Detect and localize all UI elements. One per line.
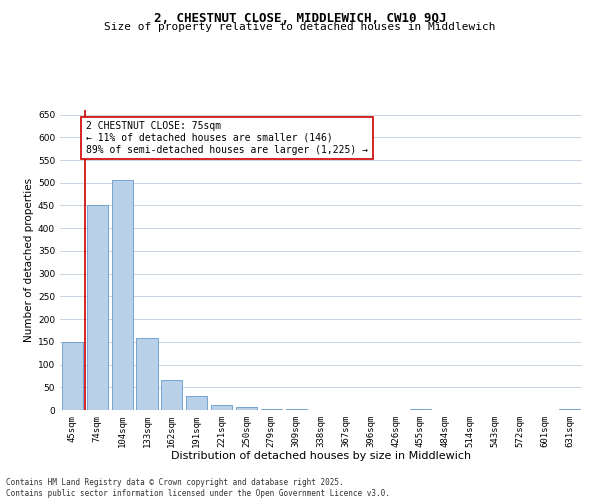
Bar: [186, 396, 207, 410]
Y-axis label: Number of detached properties: Number of detached properties: [24, 178, 34, 342]
Bar: [211, 404, 232, 410]
Bar: [161, 380, 182, 410]
Text: Size of property relative to detached houses in Middlewich: Size of property relative to detached ho…: [104, 22, 496, 32]
Bar: [236, 408, 257, 410]
X-axis label: Distribution of detached houses by size in Middlewich: Distribution of detached houses by size …: [171, 452, 471, 462]
Text: 2 CHESTNUT CLOSE: 75sqm
← 11% of detached houses are smaller (146)
89% of semi-d: 2 CHESTNUT CLOSE: 75sqm ← 11% of detache…: [86, 122, 368, 154]
Bar: [87, 206, 108, 410]
Bar: [286, 409, 307, 410]
Bar: [136, 338, 158, 410]
Text: 2, CHESTNUT CLOSE, MIDDLEWICH, CW10 9QJ: 2, CHESTNUT CLOSE, MIDDLEWICH, CW10 9QJ: [154, 12, 446, 26]
Bar: [410, 409, 431, 410]
Bar: [261, 408, 282, 410]
Bar: [62, 342, 83, 410]
Bar: [112, 180, 133, 410]
Bar: [559, 409, 580, 410]
Text: Contains HM Land Registry data © Crown copyright and database right 2025.
Contai: Contains HM Land Registry data © Crown c…: [6, 478, 390, 498]
